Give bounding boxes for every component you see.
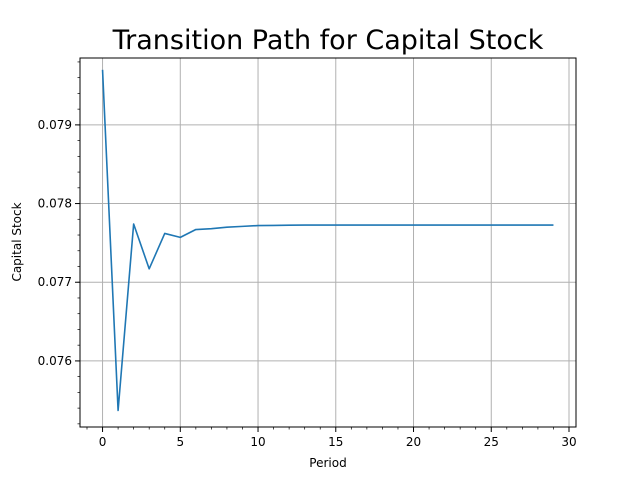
grid-layer	[80, 58, 576, 427]
chart-title: Transition Path for Capital Stock	[112, 25, 544, 56]
x-tick-label: 0	[99, 435, 107, 449]
y-axis-label: Capital Stock	[10, 202, 24, 281]
capital-stock-line	[101, 69, 554, 412]
series-layer	[101, 69, 554, 412]
x-tick-label: 15	[328, 435, 343, 449]
y-tick-label: 0.079	[38, 118, 72, 132]
y-tick-label: 0.076	[38, 354, 72, 368]
y-tick-label: 0.078	[38, 197, 72, 211]
plot-frame	[79, 57, 577, 428]
tick-layer: 0 5 10 15 20 25 30 0.076 0.077 0.078 0.079	[38, 61, 577, 449]
x-tick-label: 25	[484, 435, 499, 449]
x-tick-label: 20	[406, 435, 421, 449]
x-tick-label: 30	[561, 435, 576, 449]
x-axis-label: Period	[309, 456, 346, 470]
x-tick-label: 10	[250, 435, 265, 449]
y-tick-label: 0.077	[38, 275, 72, 289]
x-tick-label: 5	[176, 435, 184, 449]
